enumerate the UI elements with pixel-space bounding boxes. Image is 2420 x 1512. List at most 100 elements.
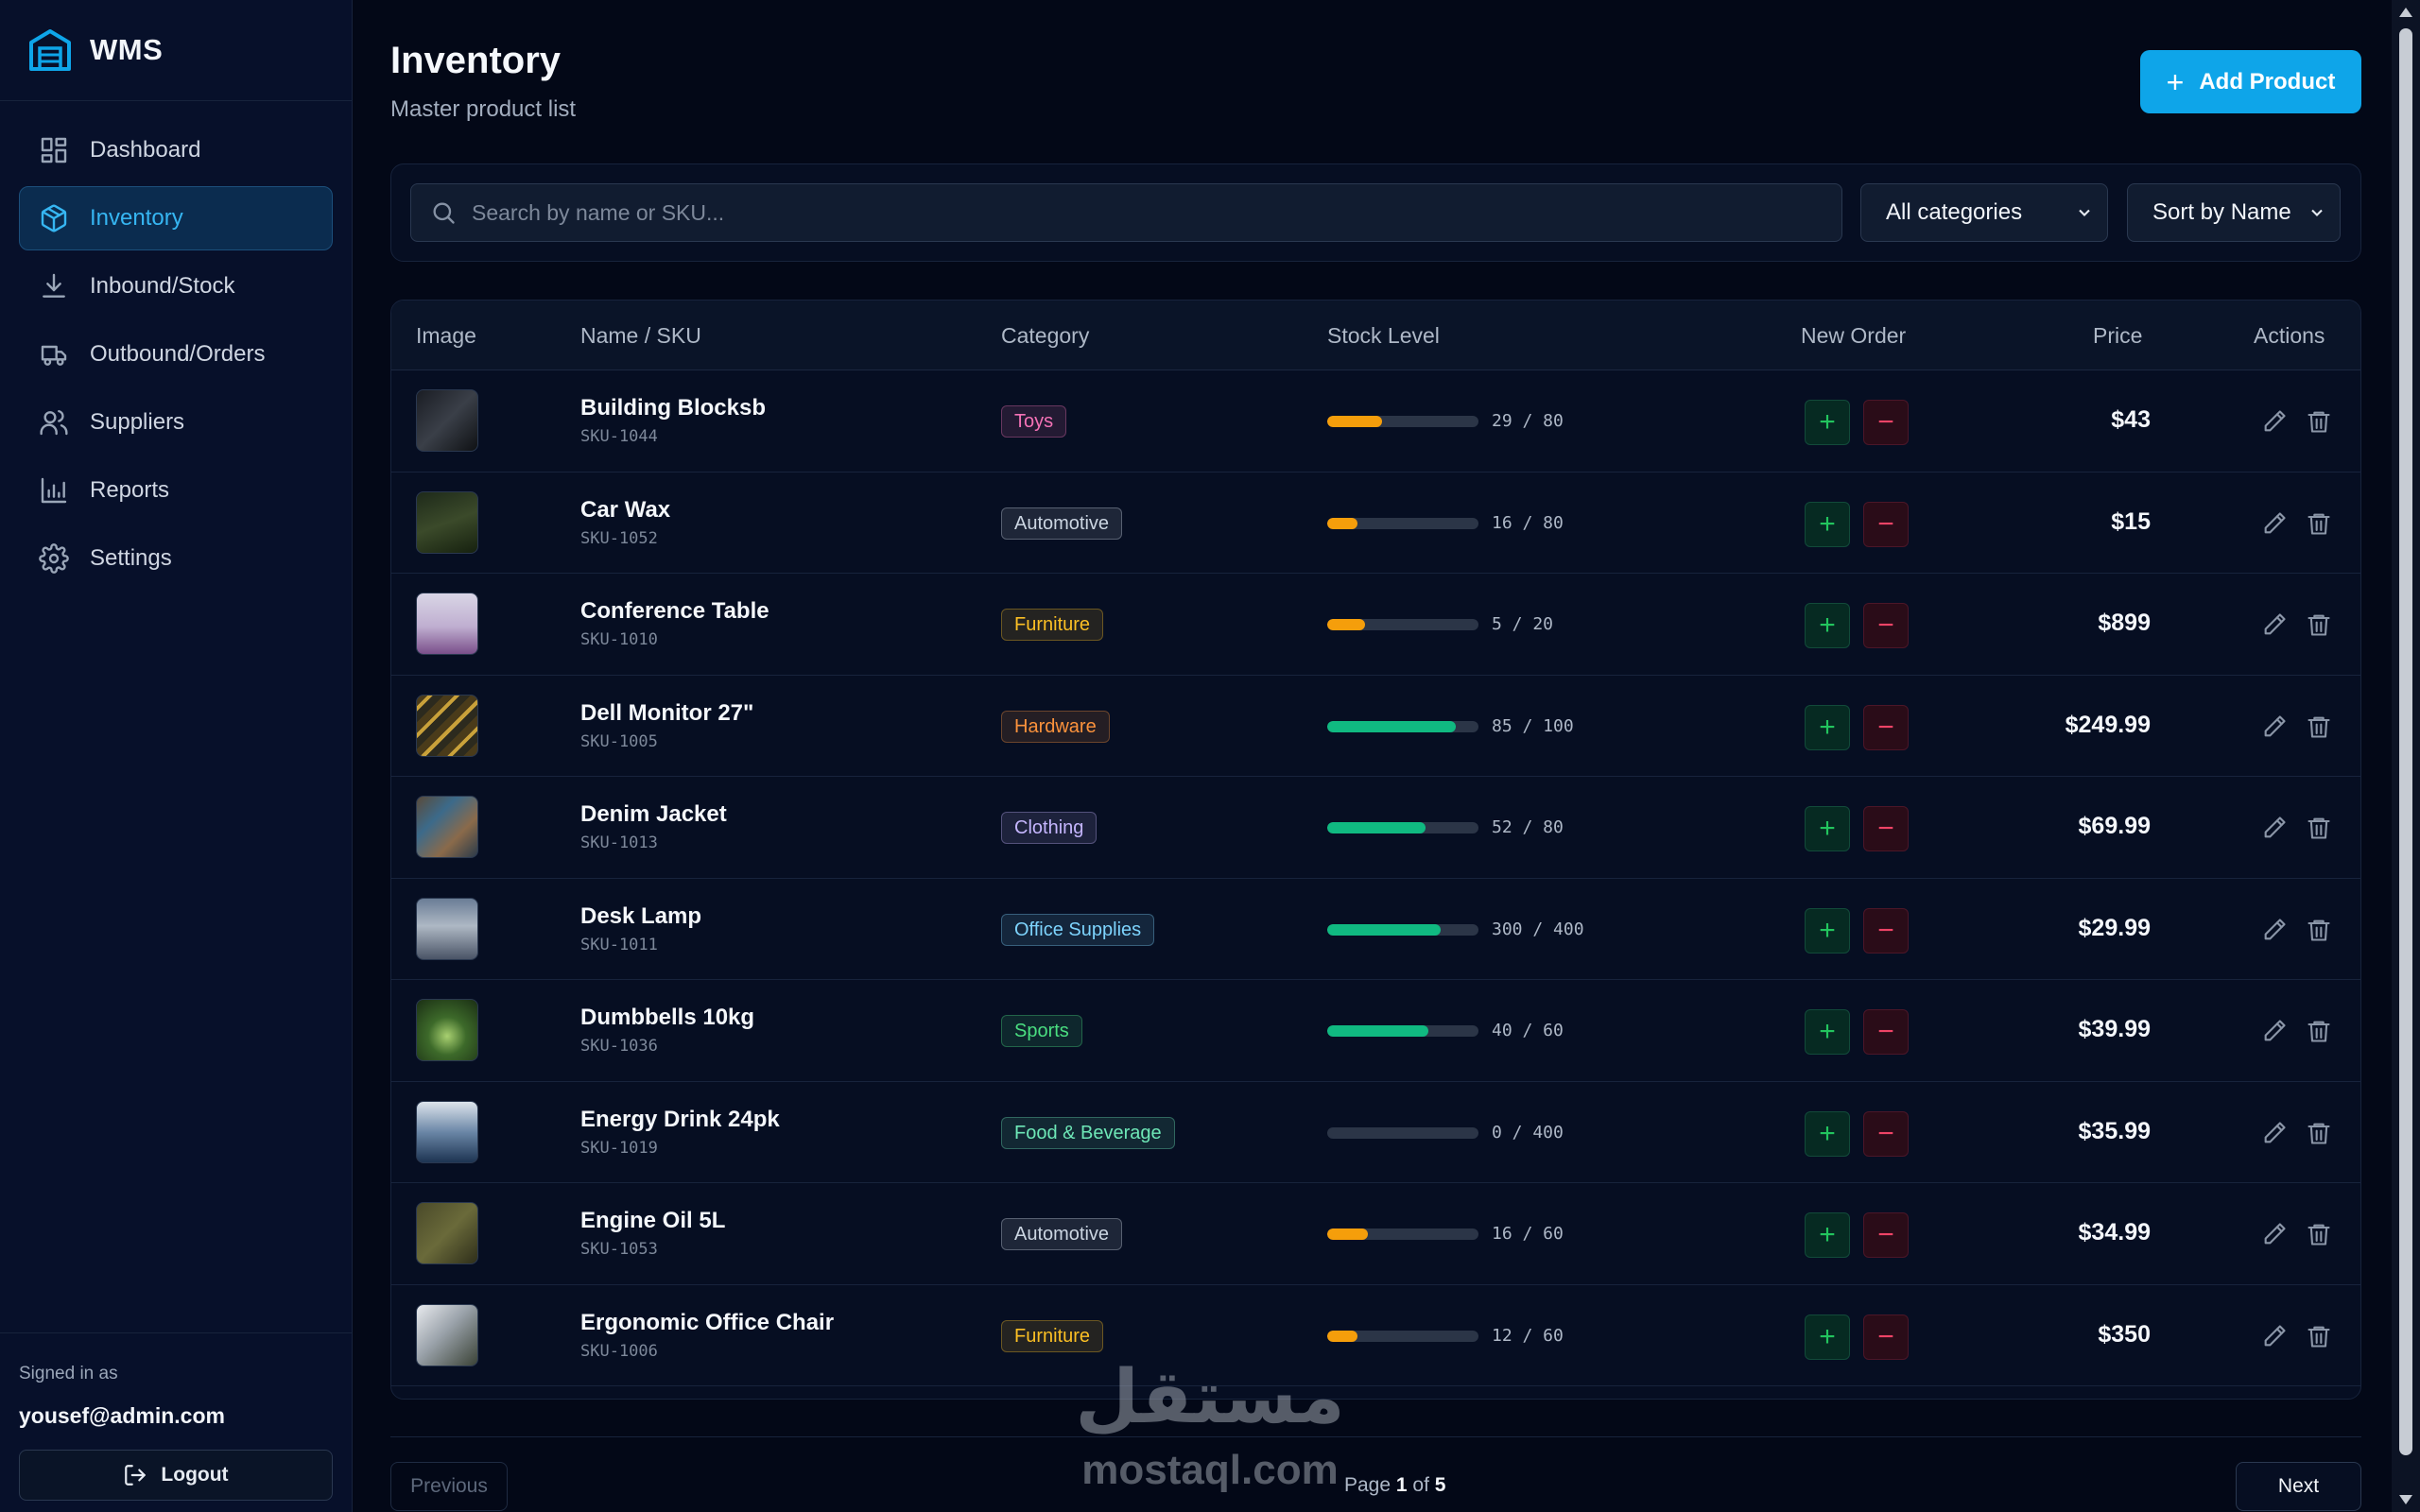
edit-icon[interactable] (2261, 510, 2288, 537)
sidebar-item-outbound[interactable]: Outbound/Orders (19, 322, 333, 387)
trash-icon[interactable] (2306, 510, 2332, 537)
previous-page-button[interactable]: Previous (390, 1462, 508, 1511)
increase-order-button[interactable]: + (1805, 1009, 1850, 1055)
decrease-order-button[interactable]: − (1863, 907, 1909, 954)
next-page-button[interactable]: Next (2236, 1462, 2361, 1511)
decrease-order-button[interactable]: − (1863, 704, 1909, 750)
product-name[interactable]: Desk Lamp (580, 902, 702, 929)
stock-level-text: 29 / 80 (1492, 411, 1564, 431)
decrease-order-button[interactable]: − (1863, 1314, 1909, 1360)
column-header-stock[interactable]: Stock Level (1327, 323, 1440, 348)
product-thumbnail (416, 796, 478, 858)
product-name[interactable]: Building Blocksb (580, 395, 767, 421)
page-scrollbar[interactable] (2392, 0, 2420, 1512)
trash-icon[interactable] (2306, 713, 2332, 740)
scroll-down-arrow-icon[interactable] (2399, 1495, 2412, 1504)
column-header-price[interactable]: Price (2093, 323, 2143, 348)
decrease-order-button[interactable]: − (1863, 400, 1909, 445)
stock-level-fill (1327, 1228, 1368, 1240)
sort-select-value: Sort by Name (2152, 199, 2291, 225)
product-name[interactable]: Conference Table (580, 598, 769, 624)
decrease-order-button[interactable]: − (1863, 603, 1909, 648)
column-header-name[interactable]: Name / SKU (580, 323, 701, 348)
edit-icon[interactable] (2261, 611, 2288, 638)
stock-level-text: 5 / 20 (1492, 614, 1554, 634)
sidebar-item-inventory[interactable]: Inventory (19, 186, 333, 250)
increase-order-button[interactable]: + (1805, 1314, 1850, 1360)
product-thumbnail (416, 593, 478, 655)
page-word: Page (1344, 1474, 1392, 1496)
category-badge: Sports (1001, 1015, 1082, 1047)
sidebar-item-dashboard[interactable]: Dashboard (19, 118, 333, 182)
product-price: $15 (2111, 507, 2151, 535)
table-row: Engine Oil 5L SKU-1053 Automotive 16 / 6… (391, 1183, 2360, 1285)
increase-order-button[interactable]: + (1805, 1212, 1850, 1258)
plus-icon: + (1819, 1117, 1836, 1149)
product-name[interactable]: Engine Oil 5L (580, 1208, 726, 1233)
stock-level-text: 12 / 60 (1492, 1325, 1564, 1346)
increase-order-button[interactable]: + (1805, 704, 1850, 750)
increase-order-button[interactable]: + (1805, 907, 1850, 954)
logout-button[interactable]: Logout (19, 1450, 333, 1501)
trash-icon[interactable] (2306, 611, 2332, 638)
user-block: Signed in as yousef@admin.com Logout (0, 1332, 353, 1512)
increase-order-button[interactable]: + (1805, 501, 1850, 547)
brand[interactable]: WMS (0, 0, 352, 101)
edit-icon[interactable] (2261, 1018, 2288, 1044)
decrease-order-button[interactable]: − (1863, 1110, 1909, 1157)
product-name[interactable]: Dell Monitor 27" (580, 699, 754, 726)
gear-icon (39, 543, 69, 574)
minus-icon: − (1877, 813, 1894, 844)
add-product-button[interactable]: + Add Product (2140, 50, 2361, 113)
increase-order-button[interactable]: + (1805, 1110, 1850, 1157)
scrollbar-thumb[interactable] (2399, 28, 2412, 1455)
edit-icon[interactable] (2261, 408, 2288, 435)
trash-icon[interactable] (2306, 408, 2332, 435)
decrease-order-button[interactable]: − (1863, 806, 1909, 851)
edit-icon[interactable] (2261, 1221, 2288, 1247)
decrease-order-button[interactable]: − (1863, 1009, 1909, 1055)
search-icon (433, 202, 455, 224)
sidebar-item-suppliers[interactable]: Suppliers (19, 390, 333, 455)
product-name[interactable]: Denim Jacket (580, 801, 727, 827)
stock-level-text: 85 / 100 (1492, 715, 1574, 736)
edit-icon[interactable] (2261, 917, 2288, 943)
increase-order-button[interactable]: + (1805, 806, 1850, 851)
trash-icon[interactable] (2306, 1323, 2332, 1349)
product-name[interactable]: Energy Drink 24pk (580, 1106, 780, 1132)
sidebar-item-inbound[interactable]: Inbound/Stock (19, 254, 333, 318)
trash-icon[interactable] (2306, 917, 2332, 943)
sidebar-item-settings[interactable]: Settings (19, 526, 333, 591)
minus-icon: − (1877, 406, 1894, 438)
watermark-latin-text: mostaql.com (1081, 1447, 1338, 1493)
minus-icon: − (1877, 610, 1894, 641)
increase-order-button[interactable]: + (1805, 400, 1850, 445)
minus-icon: − (1877, 507, 1894, 540)
trash-icon[interactable] (2306, 1120, 2332, 1146)
page-subtitle: Master product list (390, 96, 577, 122)
category-badge: Food & Beverage (1001, 1116, 1175, 1149)
trash-icon[interactable] (2306, 1018, 2332, 1044)
minus-icon: − (1877, 1219, 1894, 1250)
scroll-up-arrow-icon[interactable] (2399, 8, 2412, 17)
search-box[interactable] (410, 183, 1842, 242)
column-header-category[interactable]: Category (1001, 323, 1090, 348)
product-name[interactable]: Dumbbells 10kg (580, 1005, 755, 1030)
decrease-order-button[interactable]: − (1863, 1212, 1909, 1258)
increase-order-button[interactable]: + (1805, 603, 1850, 648)
edit-icon[interactable] (2261, 1120, 2288, 1146)
edit-icon[interactable] (2261, 815, 2288, 841)
of-word: of (1412, 1474, 1429, 1496)
category-badge: Hardware (1001, 710, 1110, 743)
category-select[interactable]: All categories (1860, 183, 2108, 242)
search-input[interactable] (472, 199, 1795, 226)
sidebar-item-reports[interactable]: Reports (19, 458, 333, 523)
sort-select[interactable]: Sort by Name (2127, 183, 2341, 242)
decrease-order-button[interactable]: − (1863, 501, 1909, 547)
product-name[interactable]: Car Wax (580, 496, 671, 523)
trash-icon[interactable] (2306, 1221, 2332, 1247)
edit-icon[interactable] (2261, 1323, 2288, 1349)
trash-icon[interactable] (2306, 815, 2332, 841)
product-name[interactable]: Ergonomic Office Chair (580, 1309, 835, 1335)
edit-icon[interactable] (2261, 713, 2288, 740)
